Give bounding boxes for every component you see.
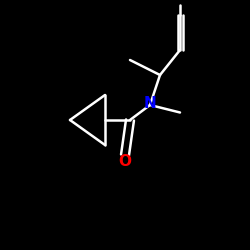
- Text: O: O: [118, 154, 132, 169]
- Text: N: N: [144, 96, 156, 111]
